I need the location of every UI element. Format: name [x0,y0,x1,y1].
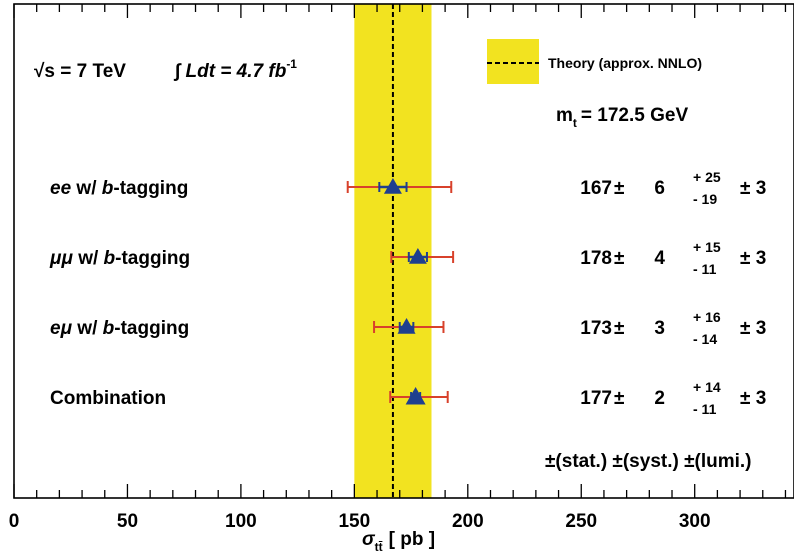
legend-label: Theory (approx. NNLO) [548,55,702,71]
x-tick-label: 50 [117,511,138,532]
uncertainty-legend: ±(stat.) ±(syst.) ±(lumi.) [545,451,752,472]
x-axis-title: σtt̄[ pb ] [362,529,435,552]
plus-minus-sign: ± [614,248,624,269]
x-tick-label: 0 [9,511,20,532]
central-value: 173 [580,318,612,339]
data-marks [346,178,455,405]
plus-minus-sign: ± [614,388,624,409]
stat-uncertainty: 4 [654,248,665,269]
energy-label: √s = 7 TeV [34,61,126,82]
central-value: 167 [580,178,612,199]
x-tick-label: 250 [565,511,597,532]
plus-minus-sign: ± [614,318,624,339]
measurement-marker [408,248,427,264]
measurement-label: ee w/ b-tagging [50,178,188,199]
top-mass-label: mt = 172.5 GeV [556,105,688,130]
measurement-labels: ee w/ b-tagging μμ w/ b-tagging eμ w/ b-ta… [49,178,190,409]
syst-up-uncertainty: + 15 [693,239,721,255]
x-tick-label: 150 [338,511,370,532]
stat-uncertainty: 2 [654,388,665,409]
measurement-label: Combination [50,388,166,409]
x-tick-label: 200 [452,511,484,532]
plus-minus-sign: ± [614,178,624,199]
legend-band-swatch [487,39,539,84]
measurement-marker [405,387,426,405]
luminosity-label: ∫ Ldt = 4.7 fb-1 [173,57,297,82]
measurement-marker [397,318,416,334]
syst-down-uncertainty: - 14 [693,331,717,347]
x-axis: 0 50 100 150 200 250 300 [9,4,787,532]
measurement-marker [383,178,402,194]
lumi-uncertainty: ± 3 [740,178,766,199]
plot-frame [13,3,794,499]
central-value: 178 [580,248,612,269]
measurement-label: eμ w/ b-tagging [50,318,189,339]
stat-uncertainty: 6 [654,178,665,199]
measurement-label: μμ w/ b-tagging [49,248,190,269]
syst-down-uncertainty: - 19 [693,191,717,207]
stat-uncertainty: 3 [654,318,665,339]
x-tick-label: 300 [679,511,711,532]
lumi-uncertainty: ± 3 [740,388,766,409]
syst-up-uncertainty: + 25 [693,169,721,185]
theory-band-layer [354,4,432,498]
x-tick-label: 100 [225,511,257,532]
lumi-uncertainty: ± 3 [740,318,766,339]
syst-up-uncertainty: + 14 [693,379,721,395]
syst-down-uncertainty: - 11 [693,401,717,417]
lumi-uncertainty: ± 3 [740,248,766,269]
central-value: 177 [580,388,612,409]
syst-down-uncertainty: - 11 [693,261,717,277]
syst-up-uncertainty: + 16 [693,309,721,325]
